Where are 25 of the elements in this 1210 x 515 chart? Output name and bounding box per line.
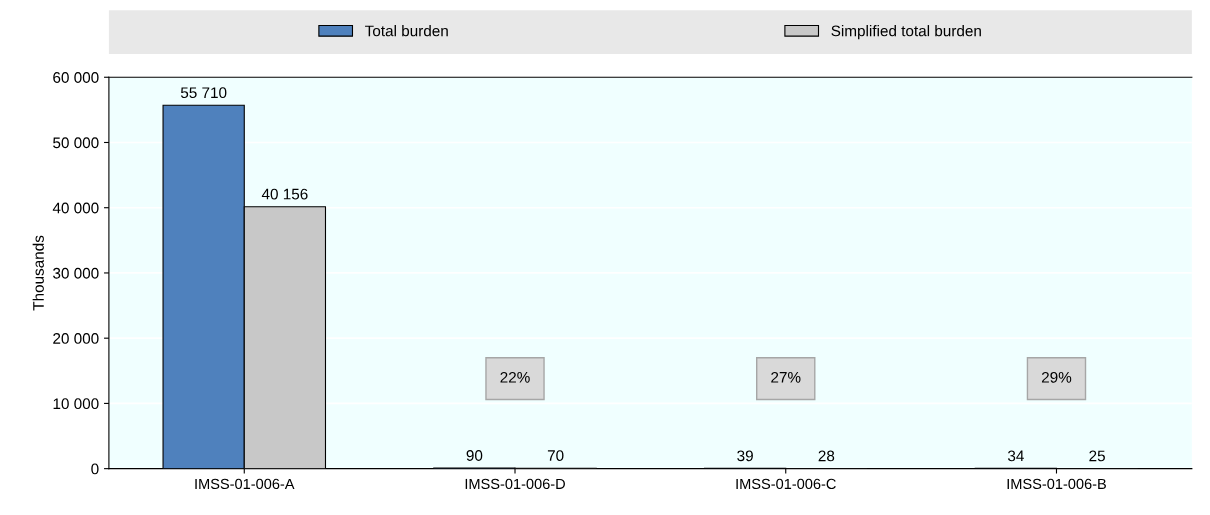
data-label: 55 710 bbox=[180, 87, 227, 99]
y-tick-label: 40 000 bbox=[52, 202, 99, 214]
y-tick-label: 20 000 bbox=[53, 333, 99, 344]
legend-label: Simplified total burden bbox=[831, 25, 981, 40]
y-tick-label: 10 000 bbox=[53, 398, 99, 410]
annotation: 29% bbox=[1041, 371, 1072, 383]
annotation: 22% bbox=[500, 371, 530, 383]
x-tick-label: IMSS-01-006-B bbox=[1007, 478, 1106, 490]
data-label: 28 bbox=[818, 450, 835, 462]
data-label: 25 bbox=[1089, 450, 1105, 462]
y-tick-label: 30 000 bbox=[53, 267, 99, 279]
data-label: 40 156 bbox=[261, 188, 308, 200]
data-label: 34 bbox=[1007, 450, 1024, 462]
y-tick-label: 50 000 bbox=[53, 137, 99, 149]
y-tick-label: 60 000 bbox=[53, 72, 99, 83]
x-tick-label: IMSS-01-006-D bbox=[465, 478, 565, 490]
data-label: 70 bbox=[547, 450, 564, 462]
data-label: 90 bbox=[466, 450, 483, 461]
data-label: 39 bbox=[737, 450, 753, 462]
y-axis-title: Thousands bbox=[32, 235, 44, 311]
x-tick-label: IMSS-01-006-C bbox=[736, 478, 836, 490]
legend-label: Total burden bbox=[365, 25, 448, 37]
x-tick-label: IMSS-01-006-A bbox=[195, 478, 295, 490]
y-tick-label: 0 bbox=[91, 463, 99, 475]
annotation: 27% bbox=[771, 371, 801, 383]
